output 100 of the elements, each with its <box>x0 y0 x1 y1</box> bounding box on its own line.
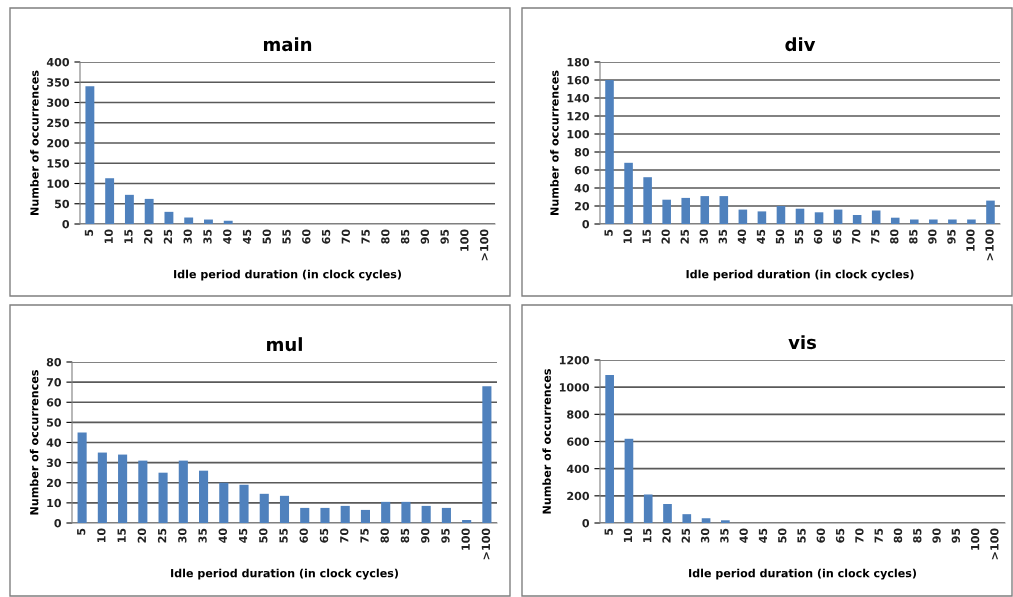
x-tick-label: 10 <box>97 528 106 543</box>
x-tick-label: 65 <box>319 528 329 543</box>
y-tick-label: 20 <box>47 478 62 488</box>
x-tick-label: 55 <box>797 528 806 543</box>
x-tick-label: 100 <box>461 528 470 550</box>
y-tick-label: 150 <box>47 159 70 168</box>
x-tick-label: 45 <box>238 528 248 543</box>
y-axis-title: Number of occurrences <box>542 369 551 514</box>
y-tick-label: 10 <box>47 498 62 508</box>
x-tick-label: 30 <box>183 229 192 244</box>
x-tick-label: 75 <box>360 528 369 543</box>
x-tick-label: 40 <box>223 229 232 244</box>
x-tick-label: 40 <box>218 528 228 543</box>
x-tick-label: 95 <box>441 528 450 543</box>
bar <box>300 507 310 523</box>
y-tick-label: 250 <box>47 118 70 128</box>
bar <box>662 199 671 224</box>
y-axis-title: Number of occurrences <box>29 370 39 515</box>
x-axis-title: Idle period duration (in clock cycles) <box>686 269 914 281</box>
bar <box>118 454 128 523</box>
chart-title: main <box>263 37 312 52</box>
x-tick-label: 85 <box>400 229 410 244</box>
x-tick-label: 55 <box>794 229 804 244</box>
x-tick-label: 65 <box>832 229 842 244</box>
x-tick-label: 25 <box>163 229 173 244</box>
bar <box>279 495 290 523</box>
x-tick-label: 45 <box>756 229 766 244</box>
bar <box>204 219 213 224</box>
bar <box>814 212 824 224</box>
bar <box>605 80 614 224</box>
bar <box>184 217 194 224</box>
x-tick-label: 5 <box>84 229 94 236</box>
x-tick-label: 70 <box>851 229 861 244</box>
y-tick-label: 200 <box>567 491 590 501</box>
bar <box>462 519 472 523</box>
bar <box>986 200 995 224</box>
x-axis-title: Idle period duration (in clock cycles) <box>689 568 916 580</box>
y-tick-label: 0 <box>582 219 590 229</box>
bar <box>105 178 115 224</box>
y-tick-label: 400 <box>566 464 590 474</box>
x-tick-label: 45 <box>242 229 252 244</box>
x-tick-label: 50 <box>259 528 268 543</box>
x-tick-label: 75 <box>874 528 883 543</box>
bar <box>97 452 107 523</box>
x-tick-label: 5 <box>77 528 86 535</box>
x-tick-label: 60 <box>813 229 823 244</box>
x-tick-label: 100 <box>966 229 975 251</box>
bar <box>381 501 391 523</box>
x-tick-label: 85 <box>913 528 922 543</box>
x-tick-label: 25 <box>680 229 689 244</box>
x-tick-label: 95 <box>440 229 449 244</box>
bar <box>852 215 862 224</box>
bar <box>198 470 209 523</box>
y-tick-label: 400 <box>46 57 70 67</box>
x-tick-label: 15 <box>643 528 652 543</box>
x-tick-label: 90 <box>420 528 430 543</box>
bar <box>219 482 229 523</box>
y-tick-label: 0 <box>582 518 590 528</box>
bar <box>85 86 95 224</box>
y-tick-label: 200 <box>47 138 70 148</box>
bar <box>681 197 690 224</box>
bar <box>948 219 957 224</box>
bar <box>929 219 938 224</box>
x-tick-label: 35 <box>718 229 728 244</box>
y-tick-label: 50 <box>46 418 62 427</box>
x-tick-label: 85 <box>909 229 918 244</box>
bar <box>421 505 431 523</box>
x-tick-label: 100 <box>460 229 469 251</box>
bar <box>124 194 134 224</box>
x-tick-label: 10 <box>104 229 113 244</box>
x-tick-label: 95 <box>947 229 956 244</box>
bar <box>482 386 492 523</box>
bar <box>682 514 692 523</box>
x-tick-label: 10 <box>623 229 632 244</box>
bar <box>700 196 710 224</box>
y-tick-label: 350 <box>47 78 70 87</box>
chart-title: vis <box>788 335 816 350</box>
y-tick-label: 60 <box>574 165 590 175</box>
bar <box>776 206 786 224</box>
x-tick-label: 50 <box>778 528 787 543</box>
bar <box>158 472 168 523</box>
x-tick-label: 20 <box>661 229 670 244</box>
x-tick-label: 20 <box>662 528 671 543</box>
bar <box>871 210 881 224</box>
x-tick-label: 75 <box>871 229 880 244</box>
x-tick-label: 40 <box>739 528 748 543</box>
x-tick-label: 35 <box>720 528 729 543</box>
bar <box>757 211 767 224</box>
x-tick-label: 45 <box>758 528 768 543</box>
y-tick-label: 600 <box>567 437 590 446</box>
y-tick-label: 100 <box>567 129 590 139</box>
x-tick-label: 5 <box>604 229 613 236</box>
x-tick-label: 20 <box>143 229 153 244</box>
y-tick-label: 1000 <box>559 383 590 392</box>
x-tick-label: 30 <box>699 229 708 244</box>
bar <box>605 374 614 523</box>
y-tick-label: 800 <box>567 410 590 419</box>
x-tick-label: 80 <box>380 528 389 543</box>
x-tick-label: 15 <box>117 528 126 543</box>
bar <box>663 503 672 523</box>
